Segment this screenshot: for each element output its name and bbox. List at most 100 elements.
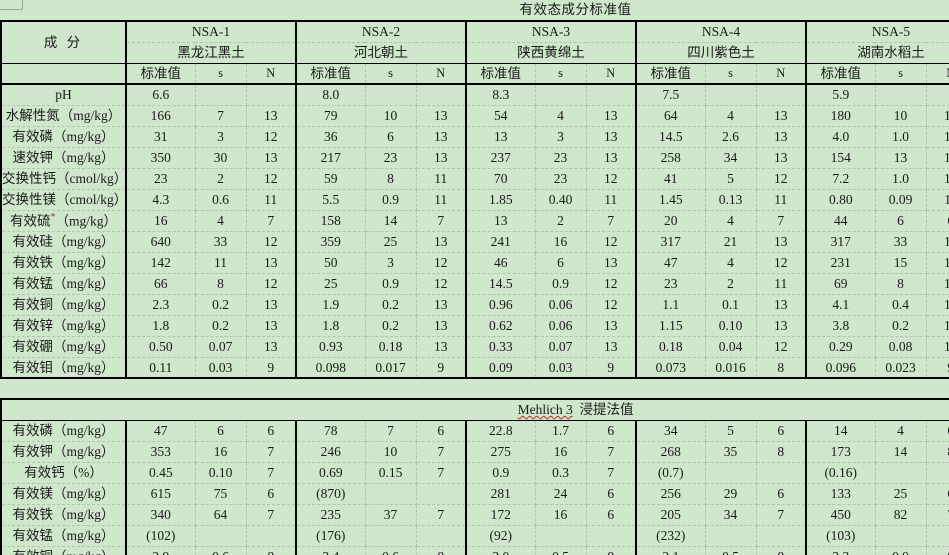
cell-standard-value: 20 (635, 209, 706, 232)
cell-standard-value: 450 (805, 503, 876, 526)
cell-n-value: 6 (585, 503, 637, 526)
select-all-corner[interactable] (0, 0, 23, 10)
cell-standard-value: 16 (125, 209, 196, 232)
cell-standard-value: 34 (635, 419, 706, 442)
cell-standard-value: 23 (125, 167, 196, 190)
cell-s-value (534, 83, 587, 106)
table-row: 有效铁（mg/kg）340647235377172166205347450827… (0, 503, 949, 526)
row-label: 有效硼（mg/kg） (0, 335, 127, 358)
cell-standard-value: 317 (635, 230, 706, 253)
cell-n-value: 12 (755, 335, 807, 358)
cell-s-value: 2 (534, 209, 587, 232)
header-component: 成 分 (0, 20, 127, 64)
cell-standard-value: 340 (125, 503, 196, 526)
section-band-mehlich3: Mehlich 3 浸提法值 (0, 398, 949, 421)
cell-standard-value: 1.45 (635, 188, 706, 211)
row-label: 有效铁（mg/kg） (0, 503, 127, 526)
cell-s-value: 0.04 (704, 335, 757, 358)
cell-standard-value: 231 (805, 251, 876, 274)
section-gap (1, 378, 949, 399)
header-s-3: s (534, 62, 587, 85)
cell-n-value: 12 (415, 251, 467, 274)
cell-standard-value: 59 (295, 167, 366, 190)
cell-s-value: 7 (364, 419, 417, 442)
cell-s-value: 0.06 (534, 293, 587, 316)
cell-s-value: 0.10 (194, 461, 247, 484)
title-row: 有效态成分标准值 (1, 0, 949, 21)
cell-n-value: 13 (245, 293, 297, 316)
cell-standard-value: 258 (635, 146, 706, 169)
row-label: 有效钙（%） (0, 461, 127, 484)
cell-n-value: 12 (245, 230, 297, 253)
cell-n-value: 13 (755, 104, 807, 127)
cell-s-value: 0.6 (194, 188, 247, 211)
footnote-marker: * (50, 212, 56, 223)
cell-standard-value: 79 (295, 104, 366, 127)
cell-standard-value: 1.15 (635, 314, 706, 337)
cell-standard-value: 173 (805, 440, 876, 463)
table-row: 交换性镁（cmol/kg） 4.3 0.6 11 5.5 0.9 11 1.85 0.40 11 1… (0, 188, 949, 211)
cell-s-value: 0.03 (194, 356, 247, 379)
cell-n-value: 8 (755, 545, 807, 555)
header-spacer (0, 62, 127, 85)
cell-n-value: 7 (415, 440, 467, 463)
cell-s-value: 10 (364, 104, 417, 127)
cell-n-value: 12 (245, 125, 297, 148)
row-label: 有效铁（mg/kg） (0, 251, 127, 274)
cell-n-value: 11 (755, 272, 807, 295)
cell-s-value: 0.016 (704, 356, 757, 379)
row-label: pH (0, 83, 127, 106)
table-row: 交换性钙（cmol/kg） 23 2 12 59 8 11 70 23 12 41 5 12 7.2 1.0… (0, 167, 949, 190)
cell-standard-value: 317 (805, 230, 876, 253)
cell-standard-value: 54 (465, 104, 536, 127)
cell-n-value: 13 (925, 335, 949, 358)
cell-n-value: 12 (415, 272, 467, 295)
cell-n-value: 9 (585, 356, 637, 379)
cell-standard-value: 2.1 (635, 545, 706, 555)
header-sample-name-1: 黑龙江黑土 (125, 41, 297, 64)
cell-n-value: 13 (755, 125, 807, 148)
cell-n-value: 7 (415, 461, 467, 484)
cell-s-value: 14 (364, 209, 417, 232)
cell-standard-value: 0.62 (465, 314, 536, 337)
cell-s-value: 75 (194, 482, 247, 505)
cell-n-value: 6 (925, 419, 949, 442)
cell-n-value: 8 (245, 545, 297, 555)
header-n-5: N (925, 62, 949, 85)
cell-standard-value: 3.8 (805, 314, 876, 337)
cell-n-value: 12 (925, 293, 949, 316)
row-label: 有效铜（mg/kg） (0, 545, 127, 555)
cell-standard-value: 8.0 (295, 83, 366, 106)
cell-standard-value: (92) (465, 524, 536, 547)
cell-standard-value: 359 (295, 230, 366, 253)
cell-n-value: 7 (245, 440, 297, 463)
table-row: 有效磷（mg/kg） 31 3 12 36 6 13 13 3 13 14.5 2.6 13 4.0 1.0… (0, 125, 949, 148)
cell-s-value: 33 (874, 230, 927, 253)
cell-standard-value: 4.0 (805, 125, 876, 148)
cell-n-value: 11 (245, 188, 297, 211)
cell-n-value (245, 83, 297, 106)
cell-s-value: 30 (194, 146, 247, 169)
cell-s-value: 5 (704, 167, 757, 190)
cell-s-value: 13 (874, 146, 927, 169)
cell-s-value: 23 (364, 146, 417, 169)
cell-n-value: 7 (755, 209, 807, 232)
cell-s-value: 4 (704, 251, 757, 274)
cell-standard-value: 0.69 (295, 461, 366, 484)
header-standard-value-4: 标准值 (635, 62, 706, 85)
cell-s-value: 10 (874, 104, 927, 127)
cell-s-value (874, 83, 927, 106)
cell-n-value (755, 524, 807, 547)
cell-s-value: 1.0 (874, 167, 927, 190)
page-title: 有效态成分标准值 (519, 2, 632, 18)
cell-s-value: 4 (874, 419, 927, 442)
cell-n-value: 13 (245, 104, 297, 127)
cell-s-value: 0.5 (704, 545, 757, 555)
cell-n-value: 13 (415, 230, 467, 253)
cell-standard-value: 47 (125, 419, 196, 442)
cell-standard-value: 1.8 (125, 314, 196, 337)
header-sample-code-1: NSA-1 (125, 20, 297, 43)
cell-standard-value: 25 (295, 272, 366, 295)
cell-s-value: 4 (534, 104, 587, 127)
